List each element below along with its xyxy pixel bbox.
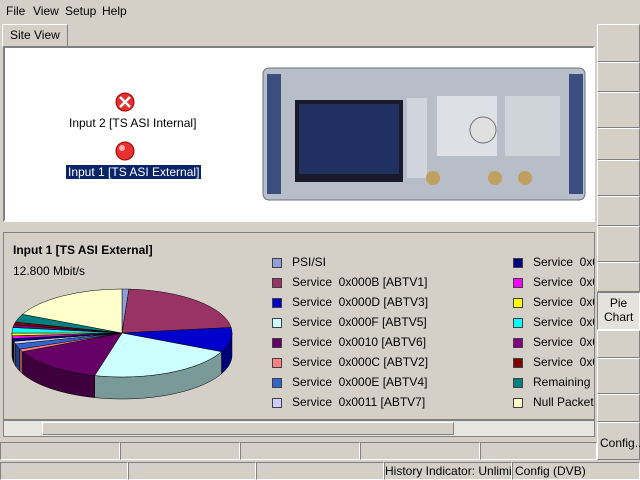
pie-slice [121,288,232,334]
legend-label: Remaining S [533,375,595,389]
status-cell [256,462,384,480]
side-button[interactable] [597,92,640,128]
side-button[interactable] [597,196,640,226]
menu-item[interactable]: Setup [65,4,97,18]
input-label[interactable]: Input 2 [TS ASI Internal] [69,116,197,130]
side-button[interactable] [597,128,640,160]
side-button[interactable] [597,262,640,292]
site-graphics [115,67,586,201]
menu-item[interactable]: Help [102,4,127,18]
pie-slice [21,288,123,334]
legend-label: Null Packets [533,395,595,409]
legend-label: Service 0x0 [533,335,595,349]
status-cell [240,442,360,460]
legend-swatch [513,358,523,368]
pie-chart-button[interactable]: Pie Chart [597,292,640,330]
side-button[interactable] [597,330,640,358]
chart-panel: Input 1 [TS ASI External] 12.800 Mbit/s … [3,232,595,420]
rate: 12.800 Mbit/s [13,264,86,278]
menu-item[interactable]: File [6,4,26,18]
status-cell [128,462,256,480]
status-history: History Indicator: Unlimited [384,462,512,480]
ok-icon [115,141,135,161]
legend-label: Service 0x000E [ABTV4] [292,375,428,389]
pie-slice [94,332,223,378]
config-button[interactable]: Config... [597,422,640,460]
legend-label: Service 0x0 [533,255,595,269]
legend-swatch [513,338,523,348]
status-cell [120,442,240,460]
legend-swatch [513,298,523,308]
tab[interactable]: Site View [2,24,68,47]
legend-swatch [272,378,282,388]
legend-label: Service 0x000C [ABTV2] [292,355,429,369]
panel-title: Input 1 [TS ASI External] [13,243,153,257]
side-button[interactable] [597,394,640,422]
legend-swatch [272,338,282,348]
legend-swatch [272,358,282,368]
site-panel: Input 2 [TS ASI Internal] Input 1 [TS AS… [3,46,595,222]
status-config: Config (DVB) [512,462,640,480]
legend-label: Service 0x000F [ABTV5] [292,315,427,329]
status-cell [480,442,597,460]
side-button[interactable] [597,226,640,262]
legend-swatch [513,318,523,328]
side-button[interactable] [597,24,640,62]
input-label-selected[interactable]: Input 1 [TS ASI External] [64,164,203,180]
legend-label: Service 0x0010 [ABTV6] [292,335,427,349]
legend-label: Service 0x0 [533,295,595,309]
status-cell [0,462,128,480]
status-cell [0,442,120,460]
legend-swatch [513,258,523,268]
side-button[interactable] [597,160,640,196]
legend-swatch [272,258,282,268]
legend-label: Service 0x000B [ABTV1] [292,275,428,289]
menu-item[interactable]: View [33,4,59,18]
legend-label: Service 0x0 [533,355,595,369]
ok-highlight [119,145,125,151]
legend-swatch [513,398,523,408]
legend-label: PSI/SI [292,255,327,269]
status-cell [360,442,480,460]
legend-swatch [272,278,282,288]
legend-swatch [513,278,523,288]
side-button[interactable] [597,358,640,394]
legend-swatch [272,398,282,408]
legend-swatch [513,378,523,388]
pie-slice [21,332,123,376]
legend-label: Service 0x0011 [ABTV7] [292,395,426,409]
legend-swatch [272,298,282,308]
pie-side [19,348,23,375]
error-cross [119,96,131,108]
menu-bar: File View Setup Help [0,0,640,22]
scrollbar[interactable] [3,420,595,437]
legend-swatch [272,318,282,328]
legend-label: Service 0x0 [533,315,595,329]
device-image [262,67,586,201]
pie-chart [11,288,233,400]
scroll-thumb[interactable] [42,422,454,435]
side-button[interactable] [597,62,640,92]
legend-label: Service 0x0 [533,275,595,289]
legend-label: Service 0x000D [ABTV3] [292,295,429,309]
